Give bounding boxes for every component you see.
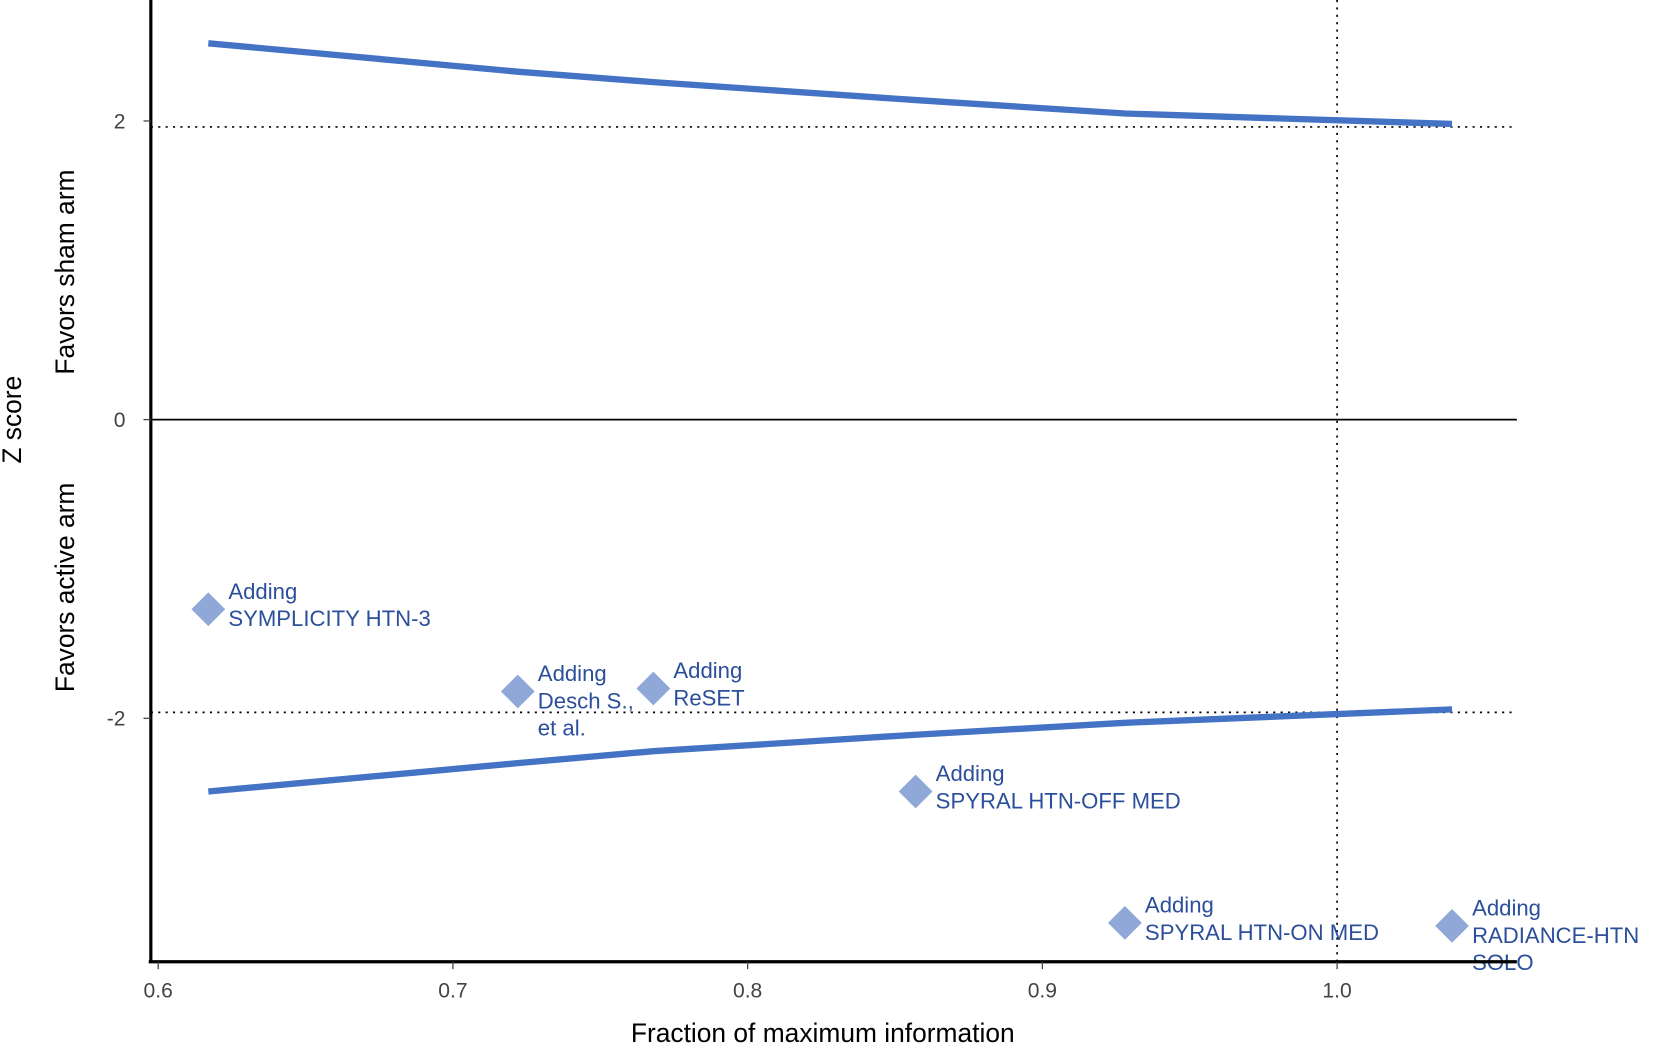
data-point: Adding Desch S., et al.	[500, 661, 634, 741]
point-annotation: Adding SPYRAL HTN-OFF MED	[936, 761, 1181, 813]
annotation-line: Adding	[228, 579, 297, 604]
y-tick-label: -2	[107, 708, 126, 731]
annotation-line: SPYRAL HTN-OFF MED	[936, 788, 1181, 813]
data-point: Adding ReSET	[636, 658, 745, 710]
annotation-line: Adding	[1472, 895, 1541, 920]
annotation-line: SPYRAL HTN-ON MED	[1145, 920, 1379, 945]
x-tick-label: 0.9	[1028, 980, 1057, 1003]
y-tick-label: 2	[114, 110, 126, 133]
point-annotation: Adding SYMPLICITY HTN-3	[228, 579, 430, 631]
diamond-marker	[898, 774, 933, 809]
annotation-line: RADIANCE-HTN	[1472, 923, 1639, 948]
y-tick-label: 0	[114, 409, 126, 432]
diamond-marker	[191, 592, 226, 627]
y-axis-upper-label: Favors sham arm	[50, 170, 80, 375]
diamond-marker	[636, 671, 671, 706]
point-annotation: Adding ReSET	[673, 658, 744, 710]
annotation-line: Desch S.,	[538, 688, 634, 713]
lower-boundary-line	[208, 706, 1453, 795]
annotation-line: Adding	[673, 658, 742, 683]
x-axis-title: Fraction of maximum information	[631, 1018, 1015, 1044]
annotation-line: ReSET	[673, 685, 744, 710]
point-annotation: Adding Desch S., et al.	[538, 661, 634, 741]
diamond-marker	[1435, 909, 1469, 943]
x-tick-label: 0.7	[438, 980, 467, 1003]
annotation-line: Adding	[936, 761, 1005, 786]
x-tick-label: 0.8	[733, 980, 762, 1003]
point-annotation: Adding SPYRAL HTN-ON MED	[1145, 892, 1379, 944]
annotation-line: Adding	[1145, 892, 1214, 917]
diamond-marker	[500, 674, 535, 709]
data-point: Adding SYMPLICITY HTN-3	[191, 579, 431, 631]
y-axis-title: Z score	[0, 376, 27, 464]
annotation-line: SYMPLICITY HTN-3	[228, 606, 430, 631]
data-point: Adding SPYRAL HTN-ON MED	[1108, 892, 1379, 945]
annotation-line: Adding	[538, 661, 607, 686]
x-tick-label: 0.6	[144, 980, 173, 1003]
upper-boundary-line	[208, 40, 1453, 128]
y-axis-lower-label: Favors active arm	[50, 483, 80, 692]
data-point: Adding SPYRAL HTN-OFF MED	[898, 761, 1181, 813]
diamond-marker	[1108, 906, 1142, 940]
x-tick-label: 1.0	[1322, 980, 1351, 1003]
annotation-line: et al.	[538, 716, 586, 741]
